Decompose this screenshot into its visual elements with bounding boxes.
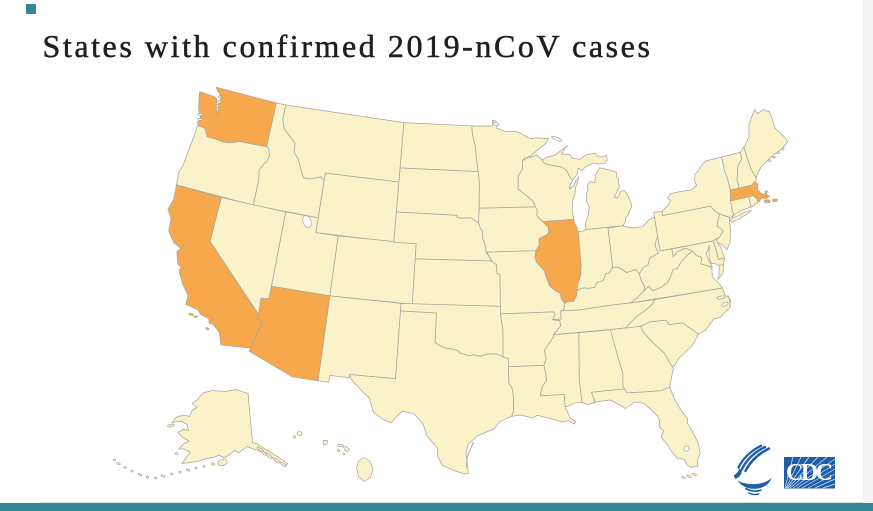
svg-text:CDC: CDC — [786, 460, 833, 486]
